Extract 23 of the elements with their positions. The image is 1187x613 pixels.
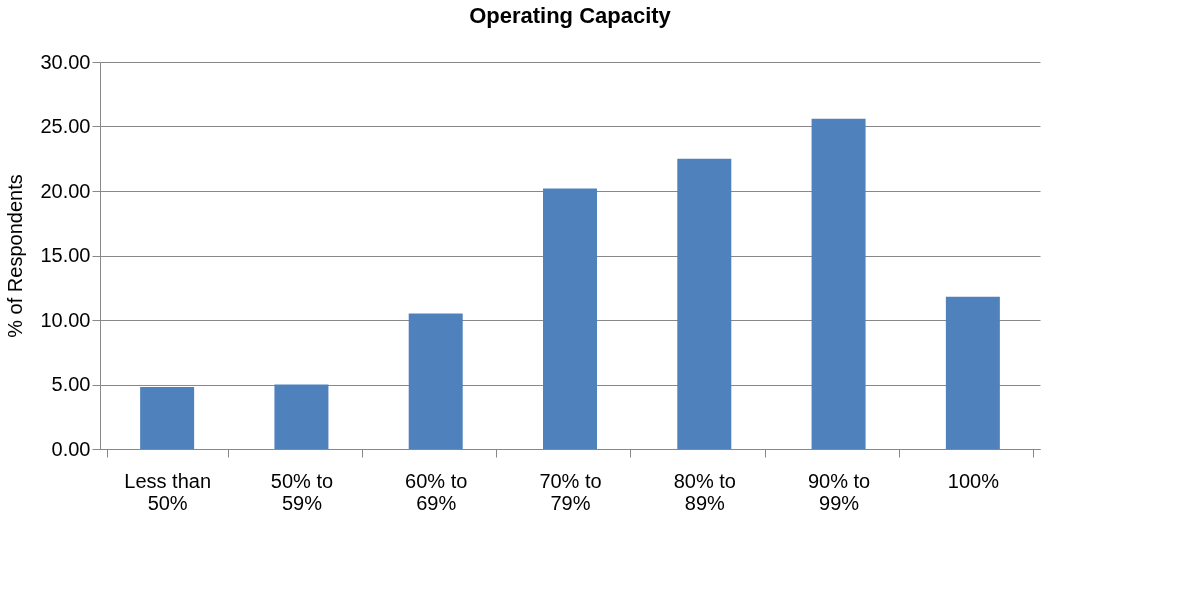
x-tick-label: 60% to 69%: [405, 469, 468, 514]
y-tick-label: 20.00: [40, 179, 91, 202]
y-tick-label: 0.00: [51, 437, 91, 460]
x-tick-label: 70% to 79%: [539, 469, 602, 514]
x-tick-label: Less than 50%: [124, 469, 212, 514]
y-tick-label: 5.00: [51, 373, 91, 395]
bar: [945, 296, 1000, 449]
y-axis-title: % of Respondents: [4, 174, 27, 338]
bar: [140, 387, 195, 449]
x-tick-label: 90% to 99%: [807, 469, 871, 514]
bar: [408, 313, 463, 449]
x-tick-label: 100%: [947, 469, 1000, 492]
y-tick-label: 10.00: [40, 308, 91, 331]
x-tick-label: 80% to 89%: [673, 469, 736, 514]
chart-title: Operating Capacity: [469, 3, 672, 28]
y-tick-label: 25.00: [40, 115, 91, 137]
bar: [274, 384, 329, 449]
bar: [543, 188, 597, 449]
bar: [811, 118, 866, 449]
y-tick-label: 15.00: [40, 244, 91, 266]
x-tick-label: 50% to 59%: [270, 469, 334, 514]
bar: [677, 158, 732, 449]
y-tick-label: 30.00: [40, 50, 91, 73]
